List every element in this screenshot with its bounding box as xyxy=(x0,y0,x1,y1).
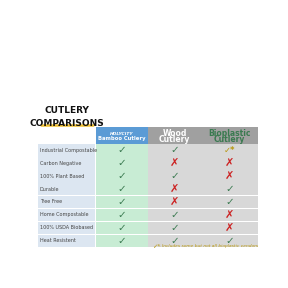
Text: 100% USDA Biobased: 100% USDA Biobased xyxy=(40,225,93,230)
Text: ✗: ✗ xyxy=(225,223,234,233)
Text: ✓: ✓ xyxy=(170,236,179,246)
Bar xyxy=(201,209,258,221)
Bar xyxy=(148,157,201,170)
Text: Durable: Durable xyxy=(40,187,59,192)
Bar xyxy=(148,183,201,196)
Bar xyxy=(201,157,258,170)
Text: ✓: ✓ xyxy=(118,171,126,181)
Text: ✓: ✓ xyxy=(225,236,234,246)
Bar xyxy=(96,157,148,170)
Text: ✓: ✓ xyxy=(170,223,179,233)
Text: ✓: ✓ xyxy=(170,145,179,155)
Bar xyxy=(201,183,258,196)
Bar xyxy=(201,196,258,209)
Bar xyxy=(37,170,95,183)
Bar xyxy=(37,157,95,170)
Bar xyxy=(201,234,258,247)
Bar xyxy=(96,144,148,157)
Text: Tree Free: Tree Free xyxy=(40,199,62,204)
Text: ✓: ✓ xyxy=(118,184,126,194)
Text: ✗: ✗ xyxy=(225,210,234,220)
Bar xyxy=(201,222,258,234)
Text: ✗: ✗ xyxy=(170,197,179,207)
Bar xyxy=(148,144,201,157)
Text: 100% Plant Based: 100% Plant Based xyxy=(40,174,84,179)
Bar xyxy=(37,234,95,247)
Text: ✓: ✓ xyxy=(118,236,126,246)
Text: ✓: ✓ xyxy=(118,197,126,207)
Text: ✓: ✓ xyxy=(118,210,126,220)
Bar xyxy=(201,144,258,157)
Text: Bioplastic: Bioplastic xyxy=(208,129,251,139)
Bar xyxy=(148,234,201,247)
Text: ✓*: ✓* xyxy=(223,146,235,155)
Text: Industrial Compostable: Industrial Compostable xyxy=(40,148,97,153)
Text: Carbon Negative: Carbon Negative xyxy=(40,161,81,166)
Text: ✓: ✓ xyxy=(118,145,126,155)
Bar xyxy=(36,35,259,127)
Text: Cutlery: Cutlery xyxy=(214,135,245,144)
Bar xyxy=(201,170,258,183)
Bar xyxy=(148,170,201,183)
Text: ✗: ✗ xyxy=(225,158,234,168)
Text: ✗: ✗ xyxy=(170,184,179,194)
Text: HOLYCITY: HOLYCITY xyxy=(110,132,134,136)
Text: Cutlery: Cutlery xyxy=(159,135,190,144)
Bar xyxy=(37,222,95,234)
Text: Home Compostable: Home Compostable xyxy=(40,212,88,217)
Text: ✓: ✓ xyxy=(225,184,234,194)
Text: ✗: ✗ xyxy=(170,158,179,168)
Bar xyxy=(37,183,95,196)
Text: Bamboo Cutlery: Bamboo Cutlery xyxy=(98,136,146,141)
Text: ✓: ✓ xyxy=(170,171,179,181)
Text: Heat Resistent: Heat Resistent xyxy=(40,238,76,243)
Text: CUTLERY: CUTLERY xyxy=(44,106,89,115)
Text: ✗: ✗ xyxy=(225,171,234,181)
Bar xyxy=(37,196,95,209)
Text: ✓*: ✓* xyxy=(152,243,161,248)
Bar xyxy=(148,196,201,209)
Bar xyxy=(201,127,258,144)
Text: Wood: Wood xyxy=(162,129,187,139)
Text: ✓: ✓ xyxy=(225,197,234,207)
Bar xyxy=(96,170,148,183)
Bar xyxy=(96,196,148,209)
Bar xyxy=(96,234,148,247)
Text: COMPARISONS: COMPARISONS xyxy=(29,119,104,128)
Text: ✓: ✓ xyxy=(118,223,126,233)
Text: - Includes some but not all bioplastic vendors: - Includes some but not all bioplastic v… xyxy=(159,244,258,248)
Bar xyxy=(148,127,201,144)
Bar xyxy=(96,222,148,234)
Bar xyxy=(96,127,148,144)
Text: ✓: ✓ xyxy=(170,210,179,220)
Bar xyxy=(148,222,201,234)
Bar xyxy=(37,144,95,157)
Text: ✓: ✓ xyxy=(118,158,126,168)
Bar xyxy=(96,183,148,196)
Bar xyxy=(37,209,95,221)
Bar xyxy=(148,209,201,221)
Bar xyxy=(96,209,148,221)
